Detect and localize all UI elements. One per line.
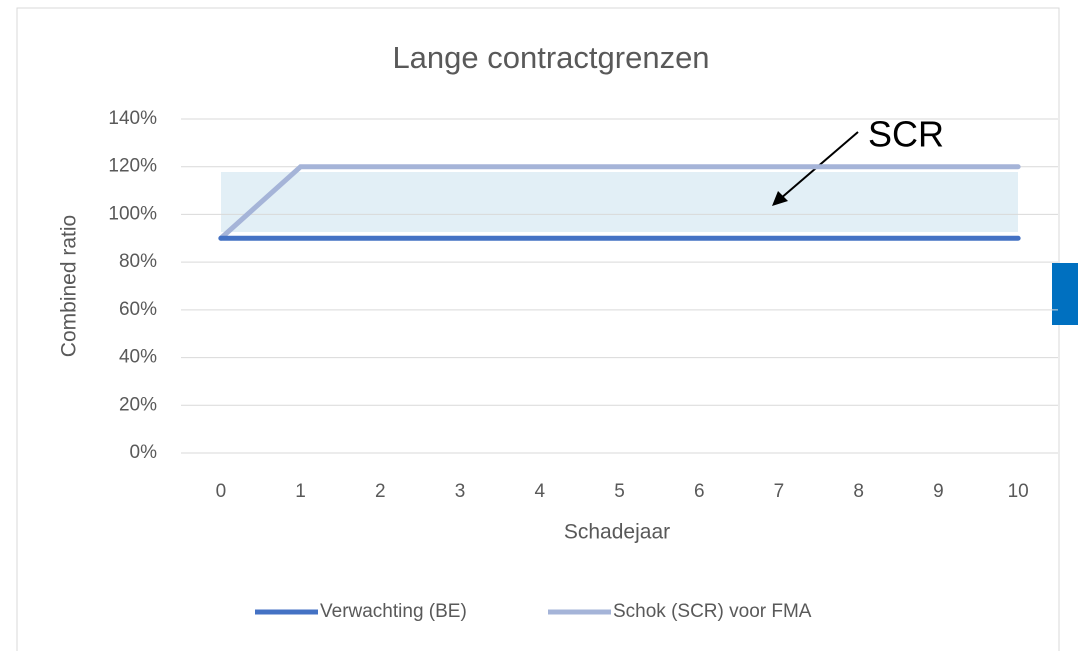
x-tick-label: 2 — [375, 481, 386, 502]
legend-label: Schok (SCR) voor FMA — [613, 601, 812, 622]
y-axis-label: Combined ratio — [58, 215, 81, 357]
y-tick-label: 140% — [108, 108, 157, 129]
y-tick-label: 120% — [108, 156, 157, 177]
x-tick-label: 5 — [614, 481, 625, 502]
arrow-head — [772, 191, 788, 206]
x-tick-label: 0 — [216, 481, 227, 502]
x-tick-label: 6 — [694, 481, 705, 502]
x-tick-label: 8 — [853, 481, 864, 502]
x-tick-label: 10 — [1008, 481, 1029, 502]
series-line — [218, 164, 1021, 241]
y-tick-label: 40% — [119, 347, 157, 368]
y-tick-label: 100% — [108, 203, 157, 224]
chart-title: Lange contractgrenzen — [392, 40, 709, 75]
y-tick-label: 20% — [119, 394, 157, 415]
x-tick-label: 7 — [774, 481, 785, 502]
chart-border — [16, 7, 1060, 656]
x-tick-label: 4 — [534, 481, 545, 502]
scr-band — [221, 172, 1018, 232]
y-tick-label: 60% — [119, 299, 157, 320]
legend-label: Verwachting (BE) — [320, 601, 467, 622]
annotation: SCR — [868, 114, 944, 155]
x-tick-label: 3 — [455, 481, 466, 502]
y-tick-label: 80% — [119, 251, 157, 272]
y-tick-label: 0% — [130, 442, 158, 463]
x-tick-label: 1 — [295, 481, 306, 502]
x-axis-label: Schadejaar — [564, 521, 670, 544]
side-marker — [1052, 263, 1078, 325]
x-tick-label: 9 — [933, 481, 944, 502]
